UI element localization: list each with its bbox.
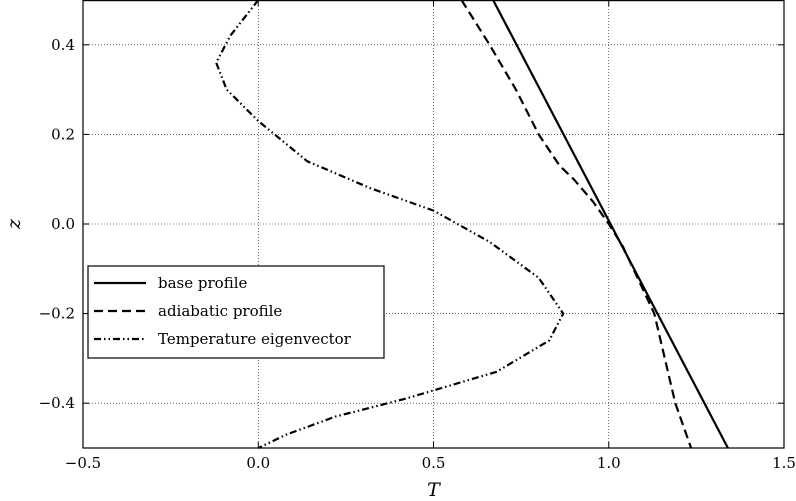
legend: base profile adiabatic profile Temperature… bbox=[87, 265, 385, 359]
y-tick-label: −0.4 bbox=[39, 394, 75, 412]
plot-series bbox=[215, 0, 729, 449]
x-axis-label: T bbox=[427, 479, 441, 501]
x-tick-label: 0.5 bbox=[422, 454, 446, 472]
y-axis-label: z bbox=[3, 218, 25, 230]
grid bbox=[82, 0, 785, 448]
x-tick-label: 0.0 bbox=[246, 454, 270, 472]
series-line-0 bbox=[492, 0, 729, 449]
series-line-2 bbox=[215, 0, 565, 449]
series-line-1 bbox=[460, 0, 693, 449]
ticks: −0.5 0.0 0.5 1.0 1.5 −0.4 −0.2 0.0 0.2 0.4 bbox=[39, 0, 796, 472]
legend-label: adiabatic profile bbox=[158, 302, 282, 320]
y-tick-label: 0.2 bbox=[51, 125, 75, 143]
x-tick-label: −0.5 bbox=[65, 454, 101, 472]
x-tick-label: 1.5 bbox=[772, 454, 796, 472]
y-tick-label: −0.2 bbox=[39, 305, 75, 323]
y-tick-label: 0.4 bbox=[51, 36, 75, 54]
legend-label: base profile bbox=[158, 274, 247, 292]
legend-label: Temperature eigenvector bbox=[158, 330, 352, 348]
y-tick-label: 0.0 bbox=[51, 215, 75, 233]
x-tick-label: 1.0 bbox=[597, 454, 621, 472]
